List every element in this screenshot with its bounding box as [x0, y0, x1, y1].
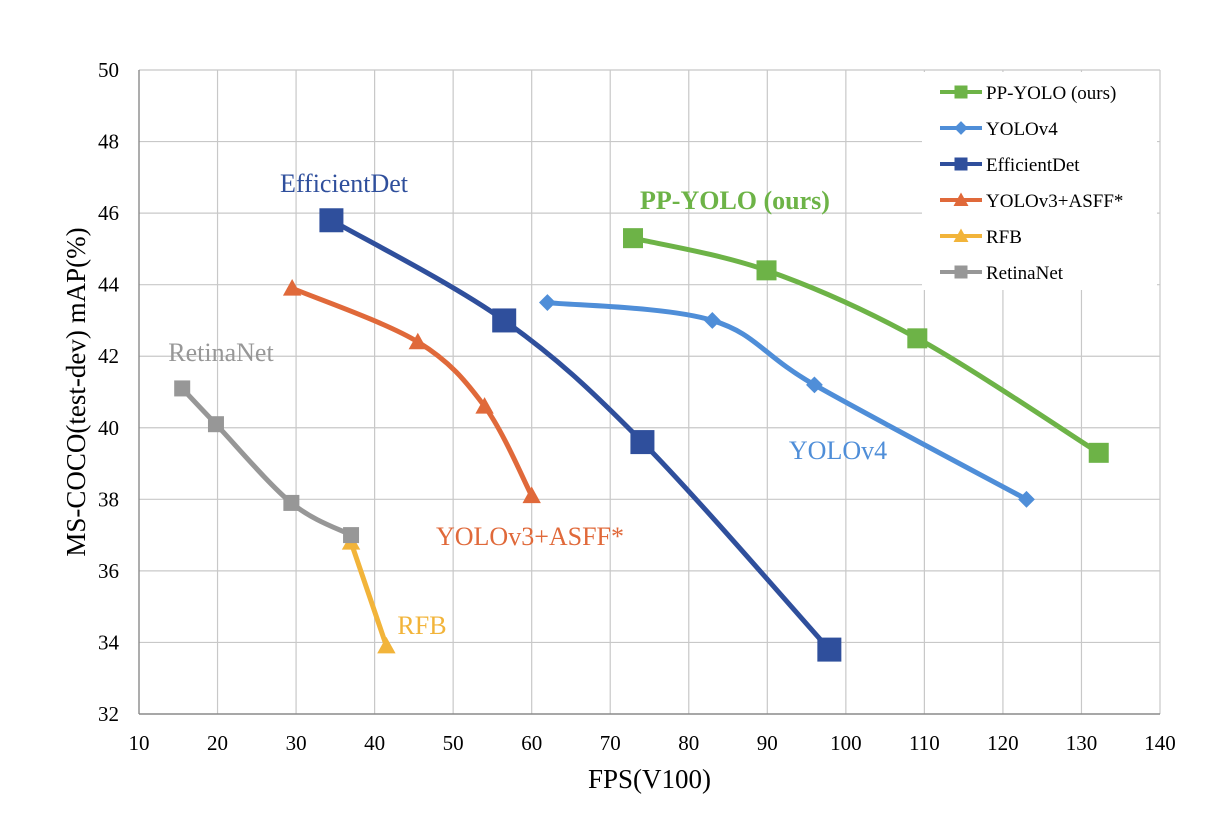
- data-point-pp-yolo-ours: [756, 260, 777, 281]
- series-line-efficientdet: [328, 217, 832, 653]
- annotation-yolov4: YOLOv4: [789, 436, 887, 465]
- data-point-efficientdet: [630, 430, 655, 455]
- series-yolov4: [539, 294, 1035, 508]
- y-tick-label: 46: [98, 201, 119, 225]
- annotation-yolov3-asff: YOLOv3+ASFF*: [436, 522, 624, 551]
- data-point-retinanet: [174, 380, 191, 397]
- series-retinanet: [174, 380, 360, 544]
- data-point-efficientdet: [319, 208, 344, 233]
- data-point-yolov3-asff: [282, 279, 302, 296]
- x-tick-label: 110: [909, 731, 940, 755]
- legend-item-retinanet: RetinaNet: [940, 263, 1064, 284]
- legend-item-yolov3-asff: YOLOv3+ASFF*: [940, 191, 1123, 212]
- legend-swatch-marker: [953, 192, 969, 206]
- data-point-yolov3-asff: [522, 486, 541, 504]
- data-point-pp-yolo-ours: [907, 328, 928, 349]
- series-efficientdet: [319, 208, 842, 662]
- data-point-yolov4: [703, 312, 721, 329]
- annotation-efficientdet: EfficientDet: [280, 169, 409, 198]
- series-line-yolov4: [544, 300, 1029, 502]
- data-point-rfb: [377, 636, 396, 654]
- series-rfb: [341, 533, 396, 654]
- legend-swatch-marker: [954, 85, 968, 99]
- data-point-efficientdet: [817, 637, 842, 662]
- y-tick-label: 32: [98, 702, 119, 726]
- annotation-retinanet: RetinaNet: [168, 338, 274, 367]
- legend-label: RetinaNet: [986, 263, 1064, 284]
- x-tick-label: 100: [830, 731, 862, 755]
- data-point-retinanet: [283, 494, 300, 511]
- annotations: PP-YOLO (ours) YOLOv4 EfficientDet YOLOv3+A…: [168, 169, 887, 640]
- axes: 10 20 30 40 50 60 70 80 90 100 110 120 130 140 32 34 36 3…: [98, 58, 1176, 755]
- series-line-yolov3-asff: [289, 285, 535, 499]
- y-tick-label: 34: [98, 630, 120, 654]
- data-point-pp-yolo-ours: [623, 228, 644, 249]
- annotation-pp-yolo-ours: PP-YOLO (ours): [640, 186, 830, 215]
- data-point-retinanet: [343, 527, 360, 544]
- legend-item-pp-yolo-ours: PP-YOLO (ours): [940, 83, 1116, 104]
- y-axis-title: MS-COCO(test-dev) mAP(%): [61, 227, 91, 556]
- x-tick-label: 60: [521, 731, 542, 755]
- x-tick-label: 20: [207, 731, 228, 755]
- y-tick-label: 48: [98, 130, 119, 154]
- series-pp-yolo-ours: [623, 228, 1109, 463]
- legend-swatch-marker: [954, 157, 968, 171]
- x-tick-label: 90: [757, 731, 778, 755]
- legend-item-rfb: RFB: [940, 227, 1022, 248]
- legend-swatch-marker: [953, 228, 969, 242]
- x-tick-label: 140: [1144, 731, 1176, 755]
- x-tick-label: 30: [286, 731, 307, 755]
- series-line-pp-yolo-ours: [630, 235, 1102, 456]
- x-axis-title: FPS(V100): [588, 764, 711, 794]
- legend-background: [922, 72, 1157, 290]
- series-line-rfb: [348, 539, 389, 649]
- y-tick-label: 40: [98, 416, 119, 440]
- y-tick-label: 50: [98, 58, 119, 82]
- x-tick-label: 70: [600, 731, 621, 755]
- series-line-retinanet: [179, 385, 354, 538]
- legend-item-yolov4: YOLOv4: [940, 119, 1058, 140]
- x-tick-label: 130: [1066, 731, 1098, 755]
- data-point-yolov3-asff: [408, 332, 428, 350]
- legend-label: YOLOv3+ASFF*: [986, 191, 1123, 212]
- y-tick-label: 42: [98, 344, 119, 368]
- y-tick-label: 44: [98, 273, 120, 297]
- data-point-yolov4: [806, 376, 823, 394]
- legend-label: YOLOv4: [986, 119, 1058, 140]
- data-point-yolov4: [1018, 490, 1035, 508]
- series: [174, 208, 1109, 662]
- legend-item-efficientdet: EfficientDet: [940, 155, 1080, 176]
- x-tick-label: 10: [129, 731, 150, 755]
- data-point-efficientdet: [492, 308, 517, 333]
- legend: PP-YOLO (ours) YOLOv4 EfficientDet YOLOv3+A…: [922, 72, 1157, 290]
- legend-label: PP-YOLO (ours): [986, 83, 1116, 104]
- legend-label: EfficientDet: [986, 155, 1080, 176]
- legend-swatch-marker: [954, 121, 968, 135]
- data-point-retinanet: [207, 416, 224, 433]
- x-tick-label: 120: [987, 731, 1019, 755]
- x-tick-label: 80: [678, 731, 699, 755]
- annotation-rfb: RFB: [397, 611, 446, 640]
- legend-label: RFB: [986, 227, 1022, 248]
- x-tick-label: 50: [443, 731, 464, 755]
- data-point-yolov4: [539, 294, 556, 311]
- series-yolov3-asff: [282, 279, 541, 504]
- data-point-pp-yolo-ours: [1088, 442, 1109, 463]
- x-tick-label: 40: [364, 731, 385, 755]
- y-tick-label: 38: [98, 487, 119, 511]
- data-point-yolov3-asff: [475, 397, 494, 414]
- y-tick-label: 36: [98, 559, 119, 583]
- legend-swatch-marker: [954, 265, 968, 279]
